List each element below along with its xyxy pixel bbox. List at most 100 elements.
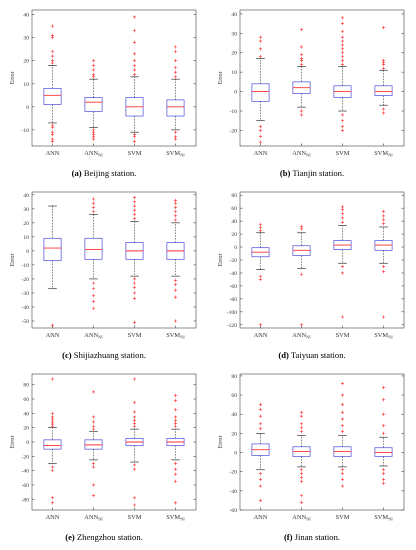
outlier-point [173, 198, 178, 203]
outlier-point [340, 484, 345, 488]
outlier-point [299, 113, 304, 117]
outlier-point [173, 205, 178, 210]
outlier-point [91, 205, 96, 210]
plot-frame [239, 191, 405, 329]
x-tick-label: SVM [128, 514, 142, 521]
outlier-point [91, 306, 96, 310]
outlier-point [91, 197, 96, 201]
y-tick-label: 30 [231, 31, 237, 37]
outlier-point [258, 274, 263, 278]
outlier-point [132, 212, 137, 217]
outlier-point [258, 484, 263, 488]
outlier-point [91, 294, 96, 298]
outlier-point [132, 52, 137, 56]
y-axis-label: Error [9, 71, 16, 84]
outlier-point [381, 315, 386, 319]
outlier-point [50, 323, 55, 327]
y-axis-label: Error [9, 435, 16, 448]
outlier-point [340, 58, 345, 63]
outlier-point [340, 205, 345, 209]
box-element [333, 205, 352, 319]
caption-text: Beijing station. [81, 168, 137, 178]
x-tick-label: ANN [46, 150, 60, 157]
outlier-point [340, 43, 345, 47]
x-tick-label: SVM [336, 332, 350, 339]
outlier-point [132, 496, 137, 500]
outlier-point [173, 218, 178, 222]
plot-frame [239, 9, 405, 147]
outlier-point [299, 494, 304, 498]
y-tick-label: 60 [231, 393, 237, 399]
box-element [333, 381, 352, 488]
outlier-point [173, 424, 178, 428]
outlier-point [173, 421, 178, 425]
outlier-point [132, 68, 137, 72]
y-tick-label: 80 [23, 383, 29, 389]
caption-text: Taiyuan station. [288, 350, 346, 360]
x-tick-label: ANN [254, 514, 268, 521]
outlier-point [299, 410, 304, 414]
box-element [374, 25, 393, 115]
y-tick-label: -20 [22, 454, 30, 460]
box-element [166, 45, 185, 141]
outlier-point [340, 216, 345, 220]
y-tick-label: -80 [22, 497, 30, 503]
y-tick-label: 20 [23, 426, 29, 432]
box-plot: -80 -60 -40 -20 0 20 40 60 80 Error ANN ANNNI SVM SVM… [9, 373, 197, 522]
outlier-point [91, 201, 96, 205]
outlier-point [340, 424, 345, 428]
outlier-point [340, 429, 345, 434]
outlier-point [91, 415, 96, 419]
outlier-point [50, 501, 55, 505]
outlier-point [258, 426, 263, 431]
y-tick-label: -10 [22, 128, 30, 134]
y-tick-label: -30 [22, 291, 30, 297]
outlier-point [173, 319, 178, 323]
x-tick-label: ANNNI [292, 514, 311, 522]
outlier-point [91, 424, 96, 428]
outlier-point [132, 139, 137, 143]
y-tick-label: -60 [22, 483, 30, 489]
box-element [84, 390, 103, 498]
y-tick-label: -10 [22, 263, 30, 269]
outlier-point [91, 427, 96, 431]
chart-panel: -80 -60 -40 -20 0 20 40 60 80 Error ANN ANNNI SVM SVM… [4, 372, 204, 550]
outlier-point [258, 407, 263, 412]
outlier-point [50, 411, 55, 415]
outlier-point [258, 55, 263, 59]
y-tick-label: 40 [231, 12, 237, 18]
box-iqr [84, 97, 103, 112]
box-element [166, 198, 185, 323]
box-element [251, 222, 270, 327]
caption-label: (b) [279, 168, 291, 178]
outlier-point [132, 467, 137, 471]
outlier-point [132, 377, 137, 381]
caption-label: (d) [278, 350, 289, 360]
y-tick-label: -20 [230, 470, 238, 476]
outlier-point [258, 422, 263, 426]
outlier-point [299, 472, 304, 476]
outlier-point [132, 296, 137, 301]
outlier-point [50, 54, 55, 58]
y-tick-label: 20 [23, 221, 29, 227]
plot-frame [31, 191, 197, 329]
box-iqr [43, 439, 62, 450]
outlier-point [173, 415, 178, 419]
outlier-point [50, 465, 55, 469]
panel-caption: (a) Beijing station. [4, 168, 204, 178]
outlier-point [50, 420, 55, 424]
x-tick-label: ANN [46, 332, 60, 339]
outlier-point [299, 475, 304, 480]
outlier-point [50, 415, 55, 419]
y-tick-label: 0 [26, 105, 29, 111]
y-tick-label: 40 [231, 412, 237, 418]
x-tick-label: SVMNI [374, 150, 393, 158]
box-iqr [251, 83, 270, 102]
outlier-point [381, 424, 386, 428]
x-tick-label: ANN [46, 514, 60, 521]
outlier-point [132, 277, 137, 281]
plot-frame [31, 9, 197, 147]
outlier-point [132, 204, 137, 208]
outlier-point [258, 226, 263, 230]
y-tick-label: -50 [22, 319, 30, 325]
